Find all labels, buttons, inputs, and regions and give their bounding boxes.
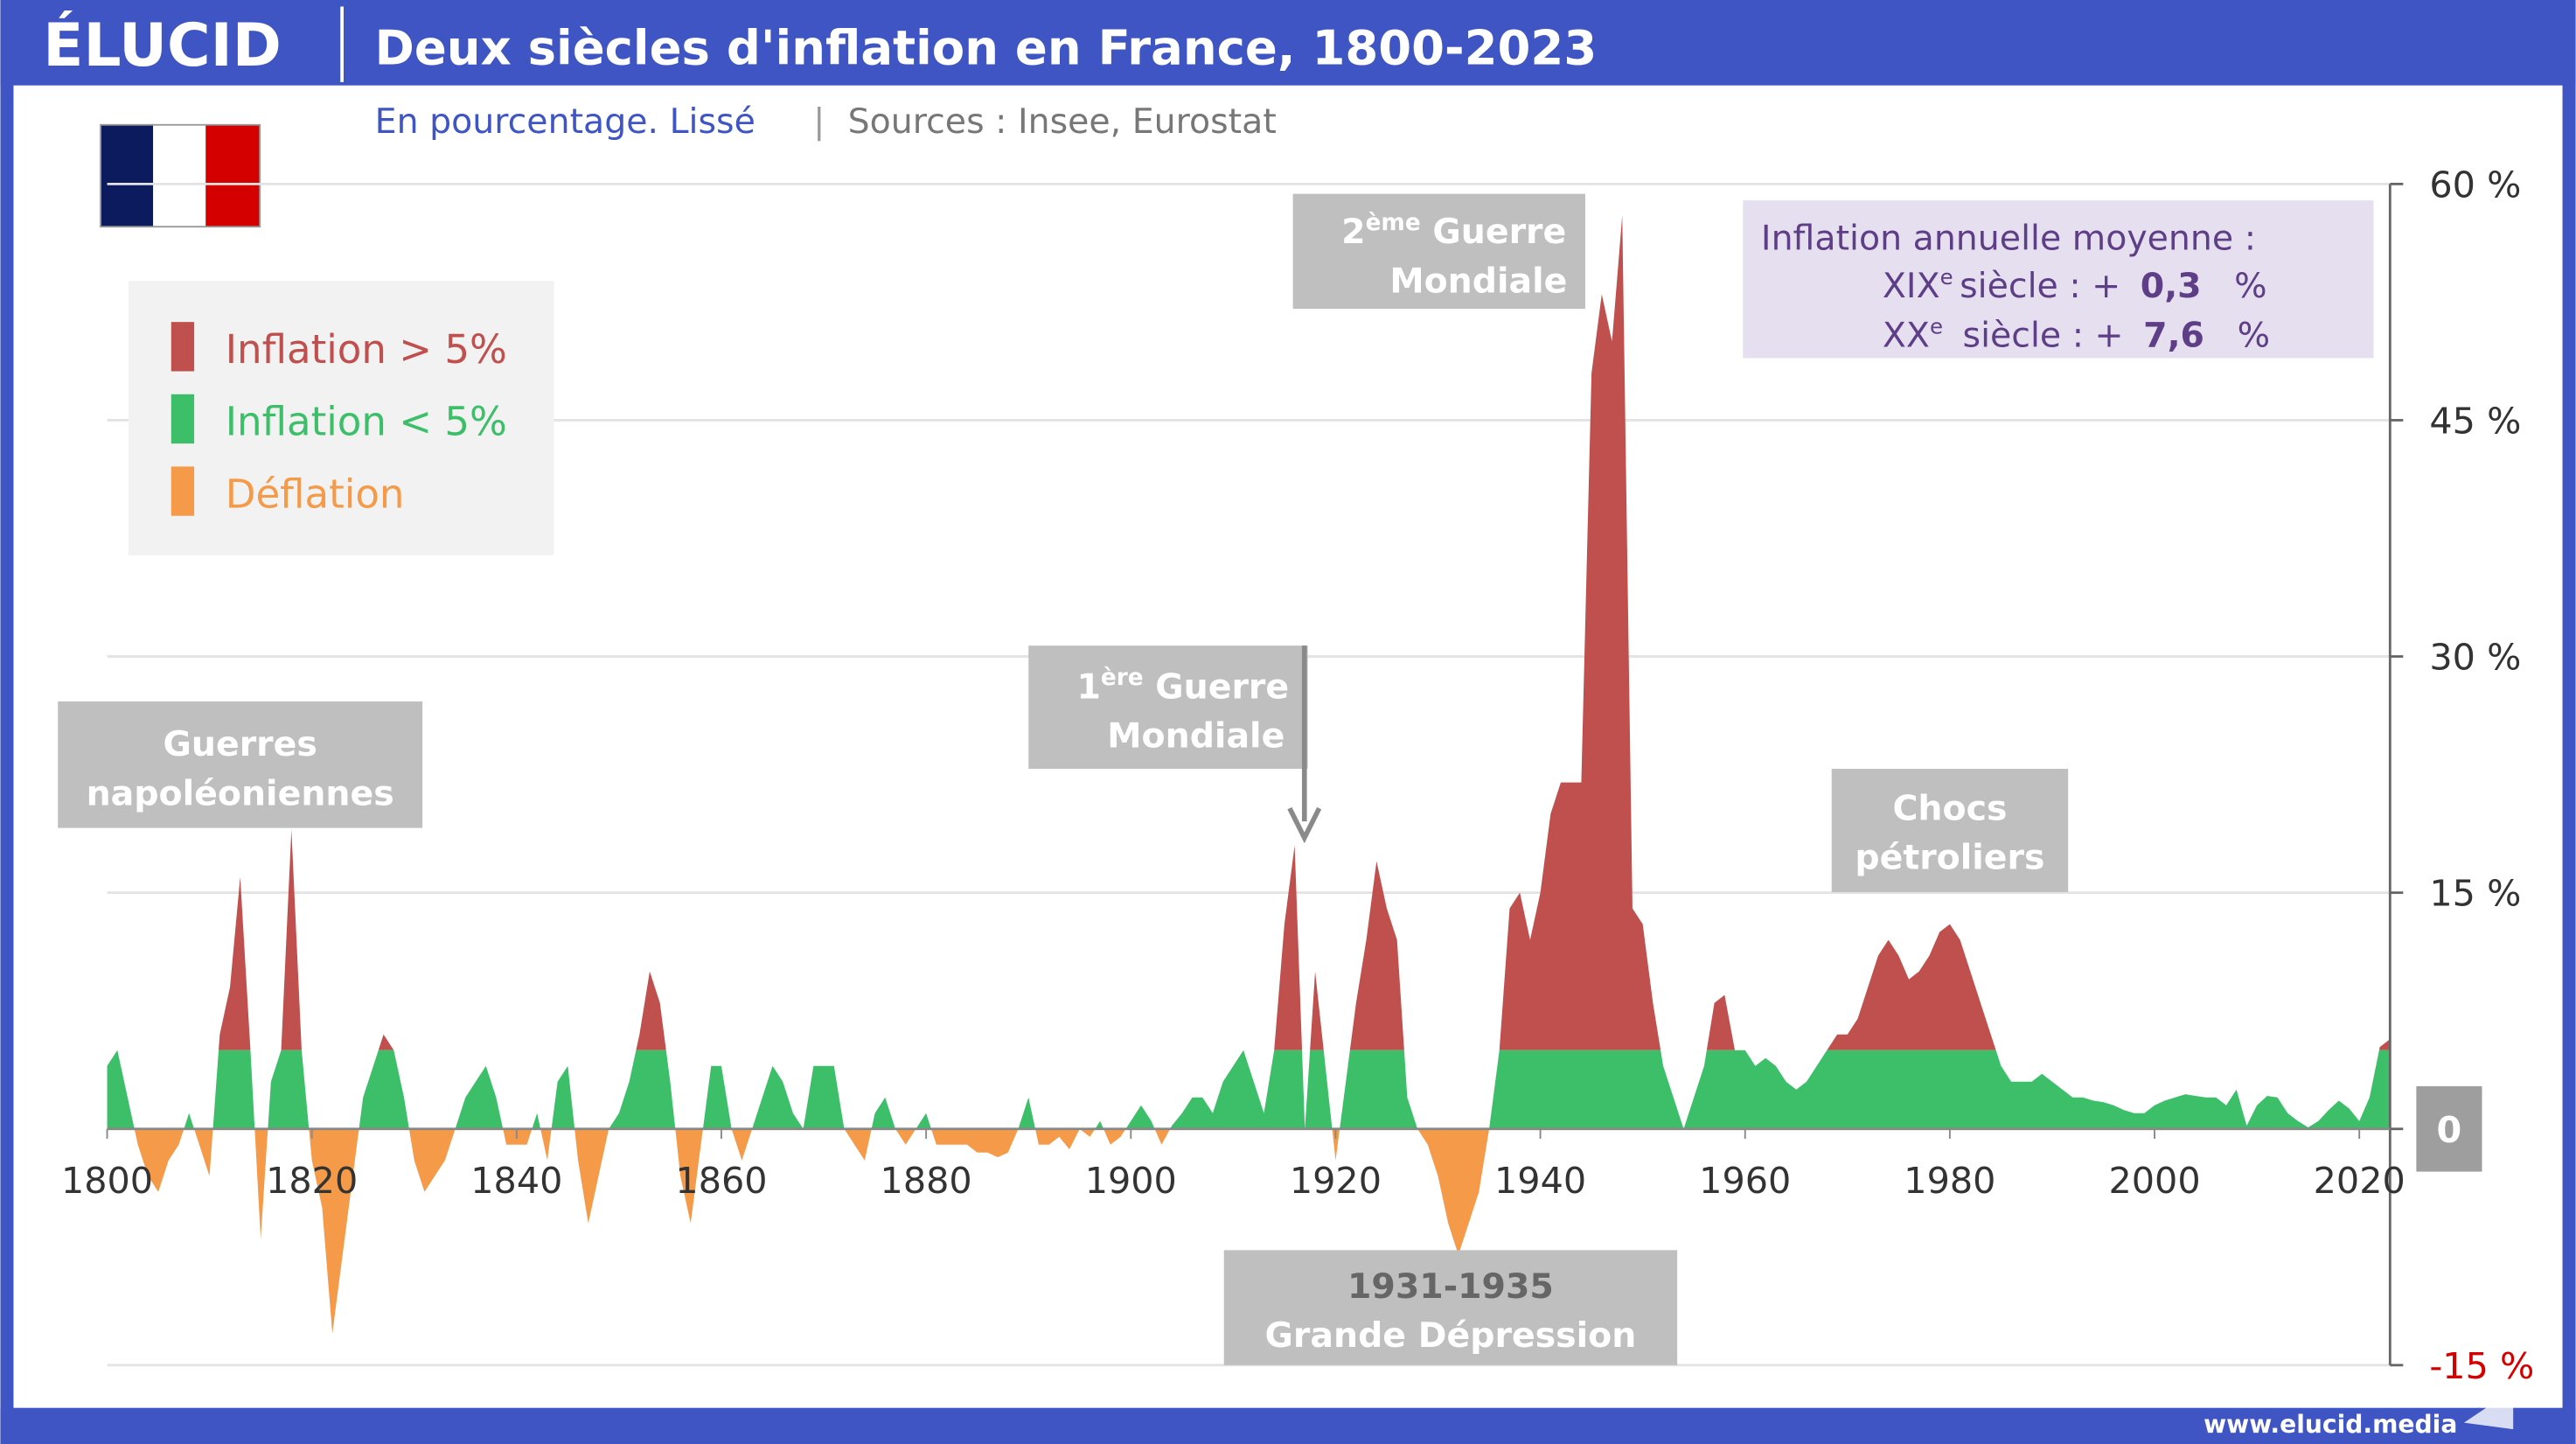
logo-mark: [2463, 1390, 2514, 1430]
annotation: Mondiale: [1107, 716, 1285, 757]
separator: |: [813, 101, 825, 142]
flag-border: [100, 123, 261, 228]
x-tick-label: 2020: [2314, 1160, 2405, 1202]
legend-label: Inflation > 5%: [226, 326, 507, 373]
x-tick-label: 1820: [266, 1160, 358, 1202]
annotation-box: [1223, 1250, 1678, 1365]
y-tick-label: 45 %: [2429, 400, 2521, 442]
header-bar: [0, 0, 2576, 86]
flag-blue: [101, 124, 154, 227]
legend-swatch: [171, 466, 195, 516]
info-sup: e: [1940, 264, 1953, 289]
flag-red: [205, 124, 261, 227]
y-tick-label: -15 %: [2429, 1345, 2534, 1387]
website: www.elucid.media: [2204, 1410, 2457, 1439]
x-tick-label: 1940: [1494, 1160, 1586, 1202]
right-border: [2562, 0, 2576, 1444]
annotation-arrowhead: [1287, 806, 1322, 844]
info-text: siècle : +: [1960, 266, 2120, 306]
x-tick-label: 1900: [1085, 1160, 1177, 1202]
annotation: napoléoniennes: [87, 773, 394, 813]
info-sup: e: [1930, 313, 1943, 338]
flag: [100, 123, 261, 228]
legend: Inflation > 5% Inflation < 5% Déflation: [171, 322, 507, 517]
annotation-part: 1: [1076, 666, 1100, 707]
axes: 60 % 45 % 30 % 15 % 0 -15 % 1800 1820 1840 1860 18…: [61, 164, 2534, 1386]
left-border: [0, 0, 14, 1444]
annotation-box: [1831, 769, 2069, 892]
flag-white: [153, 124, 206, 227]
x-tick-label: 1920: [1290, 1160, 1382, 1202]
x-tick-label: 1860: [675, 1160, 767, 1202]
annotation: 2ème Guerre: [1341, 210, 1566, 252]
x-tick-label: 1960: [1699, 1160, 1791, 1202]
area: [107, 1050, 2391, 1129]
chart-title: Deux siècles d'inflation en France, 1800…: [375, 19, 1598, 75]
info-text: siècle : +: [1963, 315, 2124, 355]
annotation: Chocs: [1892, 788, 2007, 828]
footer-bar: [0, 1407, 2576, 1444]
info-value: 0,3: [2141, 266, 2202, 306]
x-tick-label: 1880: [881, 1160, 972, 1202]
y-tick-label: 0: [2437, 1109, 2462, 1151]
legend-label: Inflation < 5%: [226, 399, 507, 445]
x-tick-label: 1840: [470, 1160, 562, 1202]
source: Sources : Insee, Eurostat: [848, 101, 1277, 142]
y-tick-label: 15 %: [2429, 873, 2521, 915]
info-title: Inflation annuelle moyenne :: [1761, 218, 2256, 258]
annotation: Grande Dépression: [1265, 1315, 1637, 1356]
annotation-sup: ème: [1366, 210, 1421, 236]
y-tick-label: 60 %: [2429, 164, 2521, 206]
annotation: Guerres: [163, 724, 317, 764]
info-value: 7,6: [2143, 315, 2204, 355]
info-box: [1743, 200, 2374, 359]
info-row: XXe siècle : + 7,6%: [1883, 313, 2270, 355]
annotation-sup: ère: [1101, 665, 1144, 691]
annotation-box: [1292, 193, 1585, 310]
annotation: 1931-1935: [1347, 1266, 1554, 1307]
annotation: 1ère Guerre: [1076, 665, 1289, 707]
legend-swatch: [171, 322, 195, 372]
brand: ÉLUCID: [43, 10, 282, 80]
annotation-part: Guerre: [1144, 666, 1290, 707]
x-tick-label: 1980: [1904, 1160, 1995, 1202]
info-unit: %: [2234, 266, 2266, 306]
info-row: XIXe siècle : + 0,3%: [1883, 264, 2267, 306]
annotation-part: 2: [1341, 212, 1365, 252]
plot: [107, 215, 2391, 1334]
info-label: XIX: [1883, 266, 1940, 306]
subtitle: En pourcentage. Lissé: [375, 101, 755, 142]
annotation: pétroliers: [1855, 838, 2044, 878]
x-tick-label: 1800: [61, 1160, 153, 1202]
legend-swatch: [171, 394, 195, 444]
annotation-box: [58, 701, 423, 828]
y-tick-label: 30 %: [2429, 637, 2521, 679]
annotation-part: Guerre: [1421, 212, 1567, 252]
annotation: Mondiale: [1389, 261, 1567, 301]
x-tick-label: 2000: [2108, 1160, 2200, 1202]
legend-box: [128, 281, 554, 555]
info-unit: %: [2238, 315, 2270, 355]
annotation-box: [1028, 645, 1308, 770]
zero-label-box: [2416, 1085, 2482, 1172]
legend-label: Déflation: [226, 471, 405, 517]
info-label: XX: [1883, 315, 1930, 355]
